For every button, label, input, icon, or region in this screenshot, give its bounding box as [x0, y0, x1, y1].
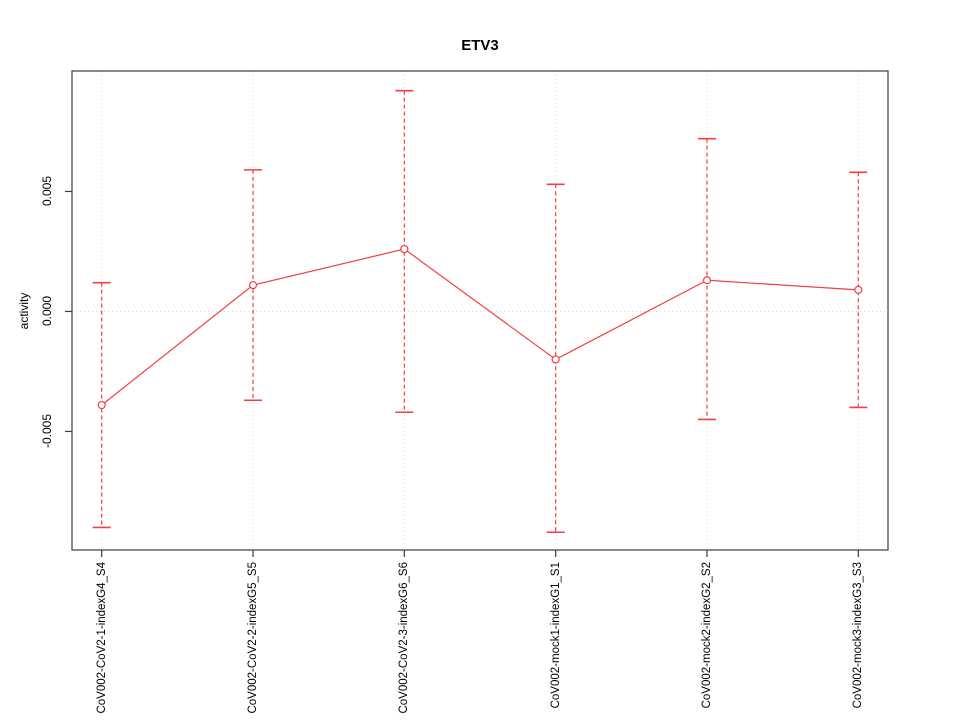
- data-point-marker: [551, 355, 560, 364]
- data-point-marker: [248, 280, 258, 290]
- plot-box: [71, 70, 889, 551]
- data-point-marker: [400, 244, 409, 254]
- data-point-marker: [97, 400, 106, 410]
- chart-title: ETV3: [461, 37, 499, 54]
- data-point-marker: [702, 276, 712, 285]
- data-point-marker: [854, 285, 863, 294]
- series-line: [101, 248, 859, 406]
